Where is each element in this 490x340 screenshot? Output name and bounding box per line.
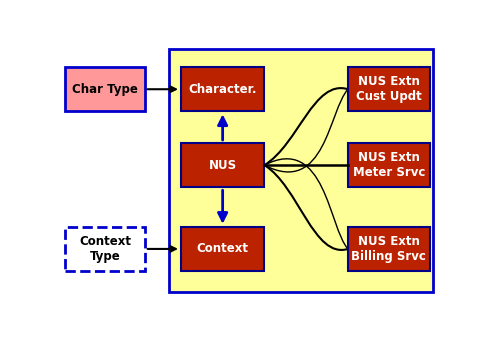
Text: NUS Extn
Meter Srvc: NUS Extn Meter Srvc [353,151,425,179]
Text: Character.: Character. [188,83,257,96]
FancyBboxPatch shape [181,143,265,187]
FancyBboxPatch shape [170,49,433,292]
Text: NUS Extn
Cust Updt: NUS Extn Cust Updt [356,75,422,103]
FancyBboxPatch shape [348,143,430,187]
Text: Char Type: Char Type [72,83,138,96]
Text: NUS: NUS [209,159,237,172]
FancyBboxPatch shape [348,67,430,112]
FancyBboxPatch shape [181,227,265,271]
FancyBboxPatch shape [348,227,430,271]
Text: Context
Type: Context Type [79,235,131,263]
Text: NUS Extn
Billing Srvc: NUS Extn Billing Srvc [351,235,426,263]
Text: Context: Context [196,242,248,255]
FancyBboxPatch shape [65,67,145,112]
FancyBboxPatch shape [65,227,145,271]
FancyBboxPatch shape [181,67,265,112]
